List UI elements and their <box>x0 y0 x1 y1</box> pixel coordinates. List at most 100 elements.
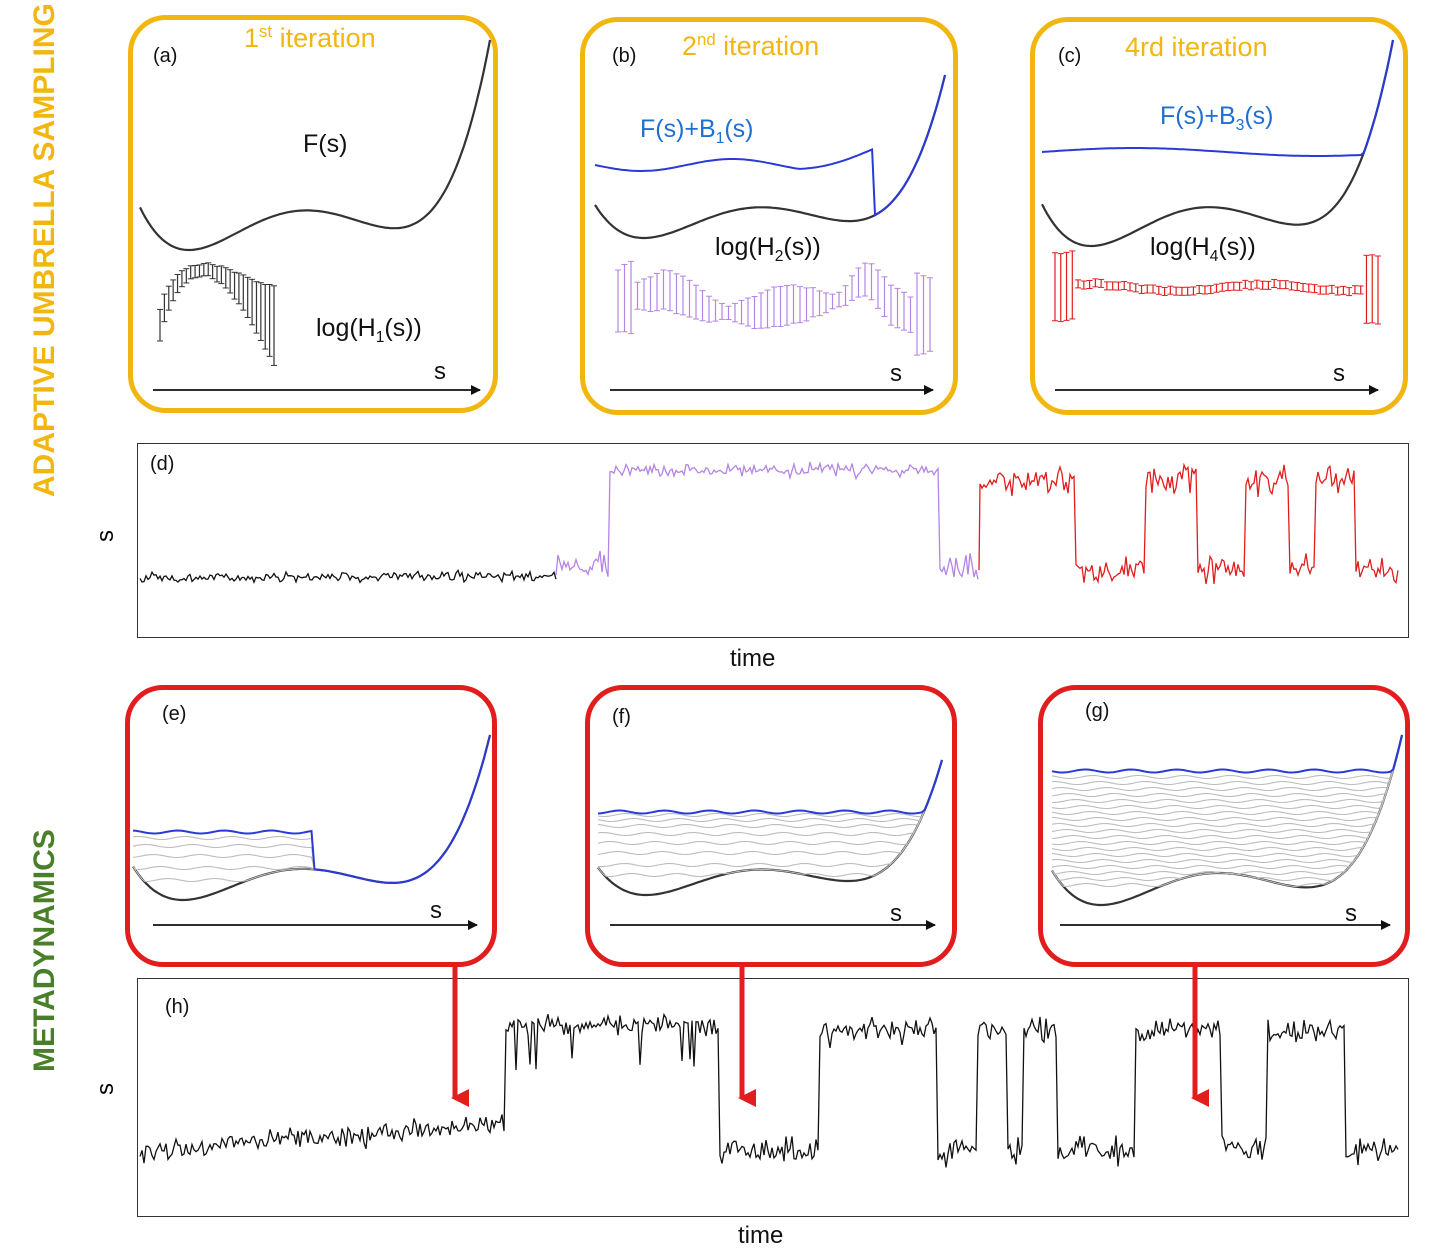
fill-line-g-14 <box>1051 734 1403 804</box>
fill-line-g-18 <box>1051 734 1403 780</box>
fill-line-e-0 <box>132 734 491 884</box>
fill-line-g-7 <box>1051 734 1403 846</box>
fill-line-f-2 <box>597 759 943 856</box>
panel-f-frame <box>585 685 957 967</box>
panel-c-iteration-label: 4rd iteration <box>1125 32 1268 62</box>
panel-b-iter-sup: nd <box>697 30 716 49</box>
panel-c-bias-post: (s) <box>1244 102 1274 130</box>
panel-c-hist-pre: log(H <box>1150 233 1210 261</box>
trace-h-line <box>139 1012 1399 1168</box>
trace-d-ylabel: s <box>92 530 119 542</box>
panel-b-iter-num: 2 <box>682 31 698 61</box>
bias-curve-g-19 <box>1051 734 1403 774</box>
fill-line-f-7 <box>597 759 943 818</box>
panel-a-hist-label: log(H1(s)) <box>316 314 422 347</box>
fill-line-g-10 <box>1051 734 1403 828</box>
panel-a-hist-pre: log(H <box>316 314 376 342</box>
bias-curve-b <box>594 74 946 217</box>
fill-line-f-3 <box>597 759 943 846</box>
fill-line-e-4 <box>132 734 491 884</box>
panel-a-axis-label: s <box>434 358 446 385</box>
panel-a-free-energy-label: F(s) <box>303 130 348 158</box>
free-energy-curve-e <box>132 734 492 902</box>
panel-b-hist-post: (s)) <box>783 233 821 261</box>
panel-a-iter-sup: st <box>259 22 273 41</box>
trace-h-xlabel: time <box>738 1222 784 1249</box>
panel-b-axis-label: s <box>890 360 902 387</box>
fill-line-g-2 <box>1051 734 1403 876</box>
trace-d-segment-0 <box>139 569 557 584</box>
fill-line-g-12 <box>1051 734 1403 816</box>
fill-line-e-1 <box>132 734 491 884</box>
panel-a-iter-num: 1 <box>244 23 260 53</box>
panel-b-hist-sub: 2 <box>774 248 784 265</box>
panel-a-letter: (a) <box>153 45 178 67</box>
fill-line-g-16 <box>1051 734 1403 792</box>
panel-f-letter: (f) <box>612 706 631 728</box>
panel-f-axis-label: s <box>890 900 902 927</box>
panel-e-frame <box>125 685 497 967</box>
fill-line-g-5 <box>1051 734 1403 858</box>
fill-line-f-4 <box>597 759 943 837</box>
panel-c-hist-post: (s)) <box>1218 233 1256 261</box>
panel-a-hist-post: (s)) <box>384 314 422 342</box>
fill-line-f-1 <box>597 759 943 868</box>
panel-a-iteration-label: 1st iteration <box>244 22 376 54</box>
bias-curve-e-5 <box>132 734 491 884</box>
fill-line-e-2 <box>132 734 491 884</box>
panel-b-iteration-label: 2nd iteration <box>682 30 819 62</box>
panel-a-iter-rest: iteration <box>272 23 376 53</box>
fill-line-g-11 <box>1051 734 1403 822</box>
panel-b-iter-rest: iteration <box>715 31 820 61</box>
panel-b-hist-label: log(H2(s)) <box>715 233 821 266</box>
panel-e-axis-label: s <box>430 897 442 924</box>
fill-line-e-3 <box>132 734 491 884</box>
fill-line-g-0 <box>1051 734 1403 888</box>
trace-h-ylabel: s <box>92 1083 119 1095</box>
bias-curve-c <box>1041 39 1394 157</box>
trace-d-letter: (d) <box>150 453 175 475</box>
panel-c-bias-pre: F(s)+B <box>1160 102 1236 130</box>
fill-line-g-4 <box>1051 734 1403 864</box>
panel-c-bias-sub: 3 <box>1235 117 1245 134</box>
panel-c-hist-label: log(H4(s)) <box>1150 233 1256 266</box>
panel-c-frame <box>1030 17 1408 415</box>
fill-line-f-0 <box>597 759 943 878</box>
fill-line-g-3 <box>1051 734 1403 870</box>
fill-line-g-13 <box>1051 734 1403 810</box>
panel-c-letter: (c) <box>1058 45 1082 67</box>
fill-line-f-6 <box>597 759 943 823</box>
trace-d-segment-1 <box>555 460 979 580</box>
fill-line-g-6 <box>1051 734 1403 852</box>
free-energy-curve-a <box>139 39 492 252</box>
panel-b-letter: (b) <box>612 45 637 67</box>
free-energy-curve-b <box>594 74 947 240</box>
trace-d-segment-2 <box>978 462 1399 585</box>
histogram-b <box>615 260 933 356</box>
fill-line-g-15 <box>1051 734 1403 798</box>
panel-b-bias-post: (s) <box>724 115 754 143</box>
panel-b-hist-pre: log(H <box>715 233 775 261</box>
panel-b-bias-label: F(s)+B1(s) <box>640 115 753 148</box>
histogram-a <box>157 262 277 366</box>
histogram-c <box>1052 250 1381 325</box>
panel-g-frame <box>1038 685 1410 967</box>
fill-line-f-5 <box>597 759 943 829</box>
trace-d-xlabel: time <box>730 645 776 672</box>
fill-line-g-17 <box>1051 734 1403 786</box>
trace-h-letter: (h) <box>165 996 190 1018</box>
panel-c-hist-sub: 4 <box>1209 248 1219 265</box>
fill-line-g-1 <box>1051 734 1403 882</box>
panel-b-bias-sub: 1 <box>715 130 725 147</box>
panel-e-letter: (e) <box>162 703 187 725</box>
panel-a-frame <box>128 15 498 413</box>
fill-line-g-8 <box>1051 734 1403 840</box>
panel-a-hist-sub: 1 <box>375 329 385 346</box>
panel-g-letter: (g) <box>1085 700 1110 722</box>
panel-b-frame <box>580 17 958 415</box>
bias-curve-f-8 <box>597 759 943 815</box>
free-energy-curve-c <box>1041 39 1395 248</box>
panel-g-axis-label: s <box>1345 900 1357 927</box>
fill-line-g-9 <box>1051 734 1403 834</box>
